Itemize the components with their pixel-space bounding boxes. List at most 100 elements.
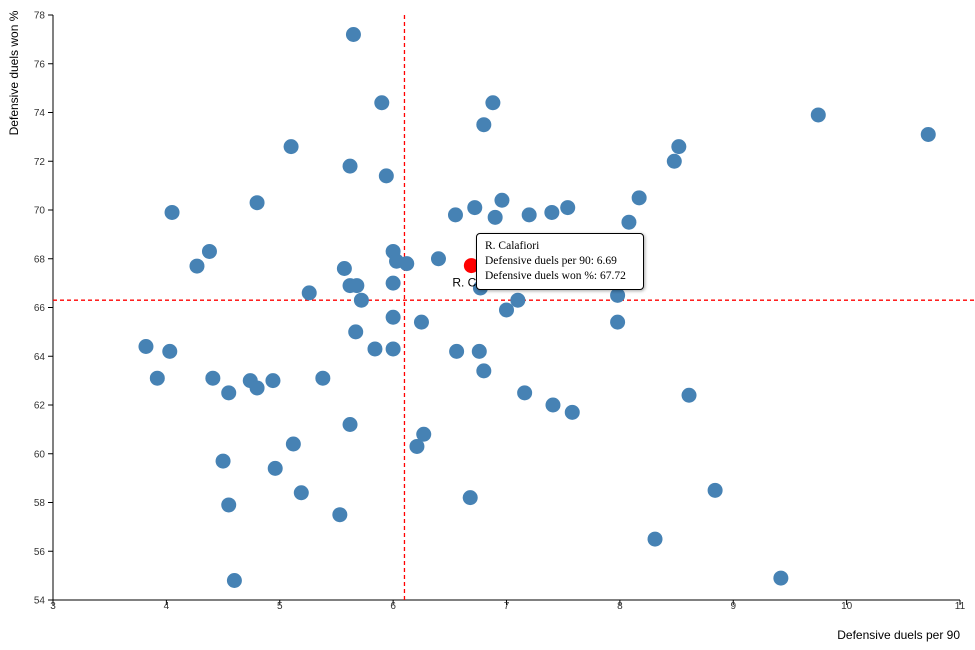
data-point[interactable] [467,200,483,216]
data-point[interactable] [374,95,390,111]
data-point[interactable] [164,204,180,220]
y-tick-label: 64 [34,352,46,363]
y-tick-label: 54 [34,596,46,607]
data-point[interactable] [378,168,394,184]
x-axis-ticks: 3 4 5 6 7 8 9 10 11 [50,600,966,612]
data-point[interactable] [476,363,492,379]
data-point[interactable] [510,292,526,308]
x-tick-label: 8 [617,601,623,612]
data-point[interactable] [348,324,364,340]
data-point[interactable] [399,256,415,272]
data-point[interactable] [221,385,237,401]
data-points [138,27,936,588]
data-point[interactable] [345,27,361,42]
data-point[interactable] [249,380,265,396]
data-point[interactable] [681,387,697,403]
data-point[interactable] [773,570,789,586]
data-point[interactable] [610,314,626,330]
y-tick-label: 62 [34,401,46,412]
data-point[interactable] [494,192,510,208]
x-tick-label: 9 [730,601,736,612]
data-point[interactable] [301,285,317,301]
data-point[interactable] [449,343,465,359]
data-point[interactable] [283,139,299,155]
x-tick-label: 11 [955,601,966,612]
data-point[interactable] [430,251,446,267]
data-point[interactable] [666,153,682,169]
y-tick-label: 70 [34,206,46,217]
data-point[interactable] [226,573,242,588]
data-point[interactable] [810,107,826,123]
y-tick-label: 76 [34,59,46,70]
data-point[interactable] [285,436,301,452]
x-tick-label: 6 [390,601,396,612]
data-point[interactable] [564,404,580,420]
data-point[interactable] [336,261,352,276]
data-point[interactable] [249,195,265,211]
data-point[interactable] [517,385,533,401]
data-point[interactable] [315,370,331,386]
y-tick-label: 72 [34,157,46,168]
data-point[interactable] [265,373,281,389]
y-tick-label: 66 [34,303,46,314]
highlight-point[interactable] [463,258,479,274]
data-point[interactable] [485,95,501,111]
y-tick-label: 74 [34,108,46,119]
data-point[interactable] [462,490,478,506]
data-point[interactable] [367,341,383,357]
highlight-label: R. C [452,276,476,290]
data-point[interactable] [610,287,626,303]
data-point[interactable] [416,426,432,442]
y-axis-ticks: 54 56 58 60 62 64 66 68 70 72 74 76 78 [34,11,53,607]
data-point[interactable] [447,207,463,223]
data-point[interactable] [647,531,663,547]
data-point[interactable] [349,278,365,294]
data-point[interactable] [920,126,936,142]
data-point[interactable] [342,417,358,432]
data-point[interactable] [409,438,425,454]
data-point[interactable] [353,292,369,308]
data-point[interactable] [215,453,231,469]
data-point[interactable] [487,209,503,225]
x-tick-label: 7 [504,601,510,612]
data-point[interactable] [189,258,205,274]
data-point[interactable] [707,482,723,498]
y-tick-label: 78 [34,11,46,22]
data-point[interactable] [385,341,401,357]
data-point[interactable] [332,507,348,523]
data-point[interactable] [631,190,647,206]
data-point[interactable] [671,139,687,155]
y-tick-label: 60 [34,449,46,460]
y-tick-label: 56 [34,547,46,558]
x-axis-title: Defensive duels per 90 [837,628,960,642]
x-tick-label: 5 [277,601,283,612]
tooltip-name: R. Calafiori [485,240,540,252]
data-point[interactable] [413,314,429,330]
data-point[interactable] [521,207,537,223]
reference-lines [53,15,975,600]
x-tick-label: 3 [50,601,56,612]
data-point[interactable] [342,158,358,174]
data-point[interactable] [560,200,576,216]
data-point[interactable] [621,214,637,230]
data-point[interactable] [545,397,561,413]
data-point[interactable] [201,243,217,259]
data-point[interactable] [162,343,178,359]
data-point[interactable] [205,370,221,386]
x-tick-label: 4 [164,601,170,612]
data-point[interactable] [385,275,401,291]
data-point[interactable] [221,497,237,513]
data-point[interactable] [476,117,492,133]
tooltip-duels-won-pct: Defensive duels won %: 67.72 [485,270,626,282]
data-point[interactable] [267,460,283,476]
data-point[interactable] [385,309,401,325]
data-point[interactable] [544,204,560,220]
y-tick-label: 68 [34,254,46,265]
data-point[interactable] [499,302,514,318]
data-point[interactable] [138,339,154,354]
data-point[interactable] [471,343,487,359]
data-point[interactable] [149,370,165,386]
tooltip: R. Calafiori Defensive duels per 90: 6.6… [476,233,644,290]
x-tick-label: 10 [841,601,853,612]
data-point[interactable] [293,485,309,501]
